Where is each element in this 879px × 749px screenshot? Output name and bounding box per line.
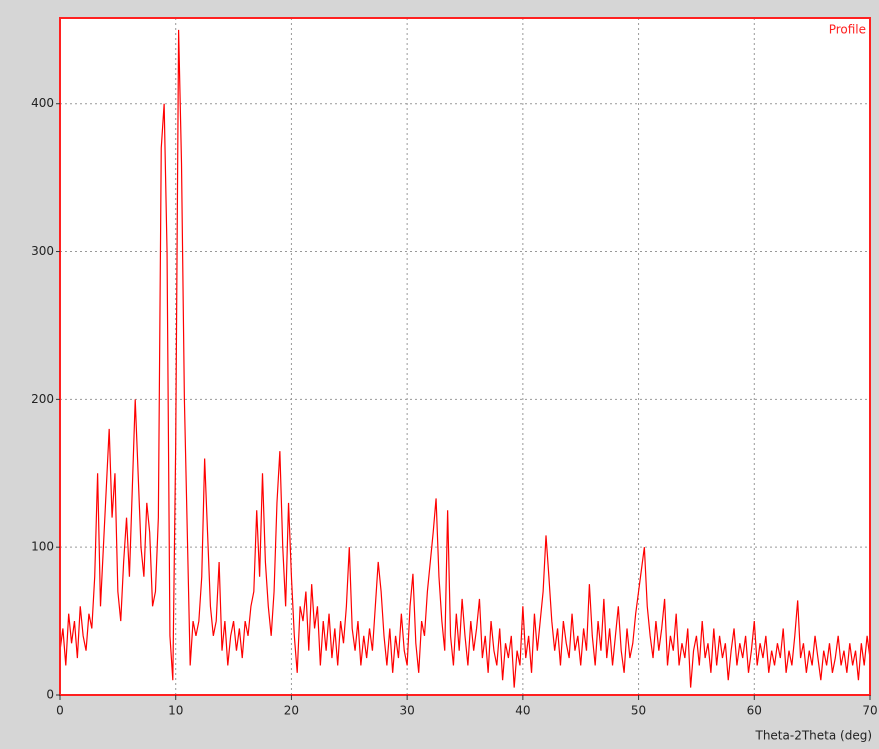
x-tick-label: 10 [168, 704, 183, 718]
legend-label: Profile [829, 23, 866, 37]
x-tick-label: 30 [400, 704, 415, 718]
x-tick-label: 40 [515, 704, 530, 718]
y-tick-label: 400 [31, 96, 54, 110]
plot-border [59, 17, 871, 696]
y-tick-label: 0 [46, 688, 54, 702]
profile-line [59, 29, 871, 688]
x-tick-label: 50 [631, 704, 646, 718]
x-tick-label: 60 [747, 704, 762, 718]
plot-area [60, 18, 870, 695]
x-tick-label: 20 [284, 704, 299, 718]
y-tick-label: 300 [31, 244, 54, 258]
x-tick-label: 70 [862, 704, 877, 718]
marks [59, 29, 871, 688]
x-axis-label: Theta-2Theta (deg) [754, 729, 872, 743]
y-tick-label: 100 [31, 540, 54, 554]
y-tick-label: 200 [31, 392, 54, 406]
x-tick-label: 0 [56, 704, 64, 718]
